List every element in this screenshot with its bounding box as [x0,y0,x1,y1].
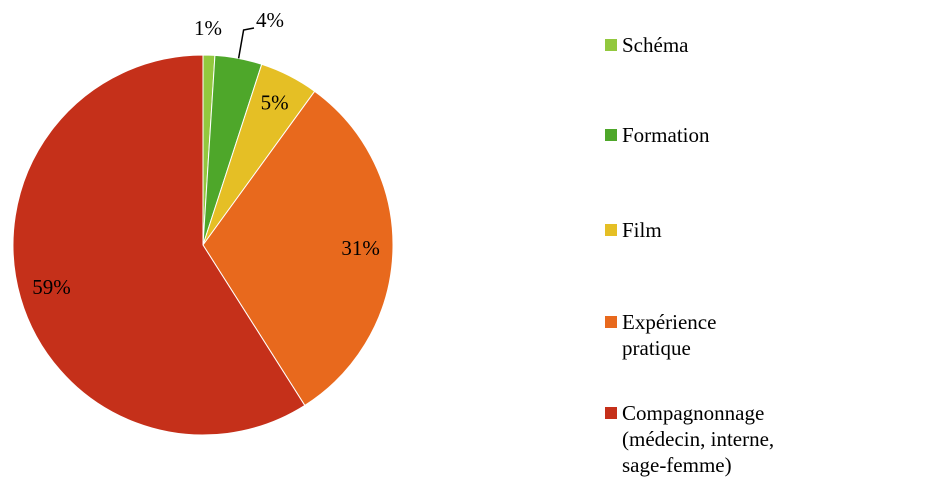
data-label: 1% [194,16,222,40]
data-label: 4% [256,8,284,32]
page: 1% 4% 5% 31% 59% Schéma Formation Film Expérien… [12,7,780,477]
legend-label: Formation [622,123,710,147]
legend-swatch [605,224,617,236]
legend-item: Film [605,217,780,243]
legend-item: Formation [605,122,780,148]
legend-label: Expérience pratique [622,310,717,360]
pie-slice [202,90,394,407]
legend-item: Schéma [605,32,780,58]
data-label: 59% [32,275,71,299]
pie-slice [12,54,306,436]
legend-label: Film [622,218,662,242]
chart: 1% 4% 5% 31% 59% [12,8,394,436]
legend-swatch [605,316,617,328]
legend-swatch [605,407,617,419]
data-label: 5% [261,90,289,114]
legend-item: Compagnonnage (médecin, interne, sage-fe… [605,400,780,478]
leader-line [237,27,255,59]
legend-label: Compagnonnage (médecin, interne, sage-fe… [622,401,775,477]
data-label: 31% [341,236,380,260]
legend-item: Expérience pratique [605,309,780,361]
legend-swatch [605,129,617,141]
legend-label: Schéma [622,33,689,57]
legend-swatch [605,39,617,51]
